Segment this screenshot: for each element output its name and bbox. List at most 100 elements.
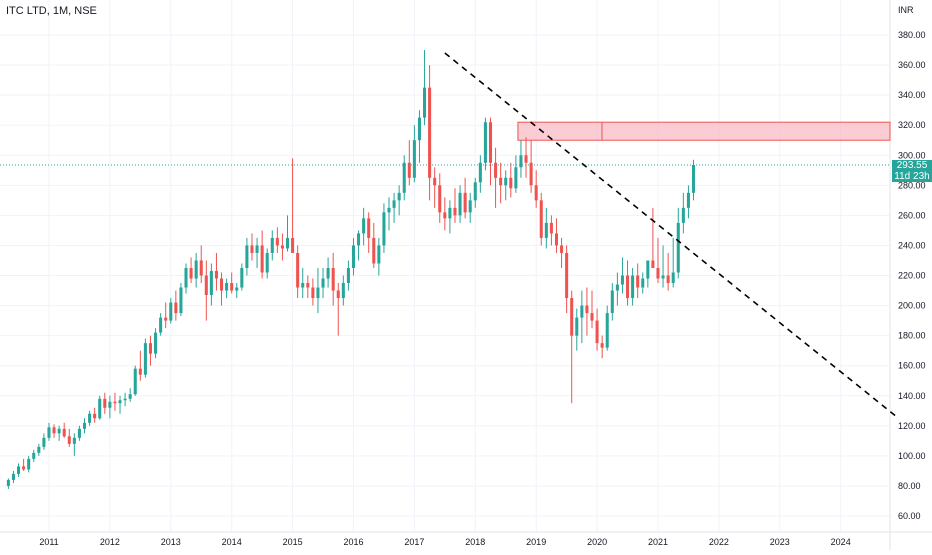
candle-body xyxy=(438,185,442,213)
candle-body xyxy=(255,245,259,253)
candle-body xyxy=(387,207,391,213)
candle-body xyxy=(42,437,46,447)
candle-body xyxy=(240,267,244,288)
candle-body xyxy=(676,222,680,273)
candle-body xyxy=(93,413,97,419)
time-tick-label: 2019 xyxy=(526,537,546,547)
candle-body xyxy=(560,245,564,253)
candle-body xyxy=(681,207,685,223)
candle-body xyxy=(478,162,482,183)
supply-zone-rect[interactable] xyxy=(517,121,891,141)
descending-trendline[interactable] xyxy=(444,52,900,419)
price-tick-label: 320.00 xyxy=(898,120,926,130)
candle-body xyxy=(423,87,427,118)
candle-body xyxy=(377,245,381,264)
candle-body xyxy=(32,452,36,459)
candle-body xyxy=(631,275,635,299)
time-tick-label: 2014 xyxy=(222,537,242,547)
candle-body xyxy=(549,222,553,234)
time-tick-label: 2013 xyxy=(161,537,181,547)
candle-body xyxy=(554,233,559,246)
last-price-value: 293.55 xyxy=(896,159,928,171)
candle-body xyxy=(143,343,147,375)
candle-body xyxy=(138,368,142,375)
candle-body xyxy=(509,177,513,189)
supply-zone-layer[interactable] xyxy=(517,121,891,141)
candle-body xyxy=(514,167,518,189)
candle-body xyxy=(626,275,630,299)
candle-body xyxy=(483,122,487,163)
candle-body xyxy=(351,245,356,268)
candle-body xyxy=(321,278,325,288)
price-tick-label: 260.00 xyxy=(898,210,926,220)
candle-body xyxy=(686,192,690,208)
price-tick-label: 200.00 xyxy=(898,301,926,311)
candle-body xyxy=(108,401,112,408)
candle-body xyxy=(407,162,411,178)
candle-body xyxy=(666,275,670,284)
candle-body xyxy=(529,162,533,186)
currency-label: INR xyxy=(898,5,914,15)
price-tick-label: 300.00 xyxy=(898,150,926,160)
candle-body xyxy=(123,398,127,401)
candle-body xyxy=(499,177,503,186)
candle-body xyxy=(265,252,269,273)
candle-body xyxy=(154,332,158,354)
candle-body xyxy=(494,162,498,178)
price-axis[interactable]: 60.00 80.00 100.00 120.00 140.00 160.00 180.00… xyxy=(898,30,926,521)
price-tick-label: 360.00 xyxy=(898,60,926,70)
candle-body xyxy=(443,212,447,219)
candle-body xyxy=(346,267,350,284)
candle-body xyxy=(52,427,56,434)
candle-body xyxy=(245,245,249,268)
price-tick-label: 180.00 xyxy=(898,331,926,341)
price-tick-label: 100.00 xyxy=(898,451,926,461)
candle-body xyxy=(544,222,548,238)
candle-body xyxy=(37,446,41,453)
candle-body xyxy=(600,343,604,348)
candle-body xyxy=(72,437,76,444)
candle-body xyxy=(519,155,523,168)
price-tick-label: 120.00 xyxy=(898,421,926,431)
candle-body xyxy=(291,237,295,253)
price-tick-label: 160.00 xyxy=(898,361,926,371)
time-axis[interactable]: 2011 2012 2013 2014 2015 2016 2017 2018 2019 2020… xyxy=(39,537,850,547)
candle-body xyxy=(103,398,107,408)
candle-body xyxy=(524,155,528,163)
candle-body xyxy=(392,200,396,208)
candle-body xyxy=(204,275,208,296)
candle-body xyxy=(67,436,71,444)
time-tick-label: 2016 xyxy=(343,537,363,547)
candle-body xyxy=(260,245,264,273)
candle-body xyxy=(275,237,279,246)
candle-body xyxy=(570,298,574,336)
candle-body xyxy=(22,466,26,470)
candle-body xyxy=(179,287,183,314)
price-tick-label: 340.00 xyxy=(898,90,926,100)
candle-body xyxy=(11,473,15,480)
candle-body xyxy=(575,317,579,336)
candle-body xyxy=(458,192,462,216)
candle-body xyxy=(412,140,416,178)
trendline-layer[interactable] xyxy=(444,52,900,419)
candle-body xyxy=(62,428,66,437)
candle-body xyxy=(285,237,290,249)
candle-body xyxy=(463,192,467,213)
candle-body xyxy=(250,245,254,253)
time-tick-label: 2022 xyxy=(709,537,729,547)
candle-body xyxy=(311,287,315,299)
candle-body xyxy=(641,278,645,288)
price-tick-label: 240.00 xyxy=(898,240,926,250)
candle-body xyxy=(301,283,305,288)
candle-body xyxy=(565,252,569,299)
candle-body xyxy=(488,122,493,163)
candle-body xyxy=(473,182,477,201)
candle-body xyxy=(417,117,421,141)
candle-body xyxy=(17,466,21,474)
candle-body xyxy=(316,287,320,299)
candle-body xyxy=(362,218,366,234)
candle-body xyxy=(57,428,61,434)
candle-body xyxy=(448,207,452,219)
